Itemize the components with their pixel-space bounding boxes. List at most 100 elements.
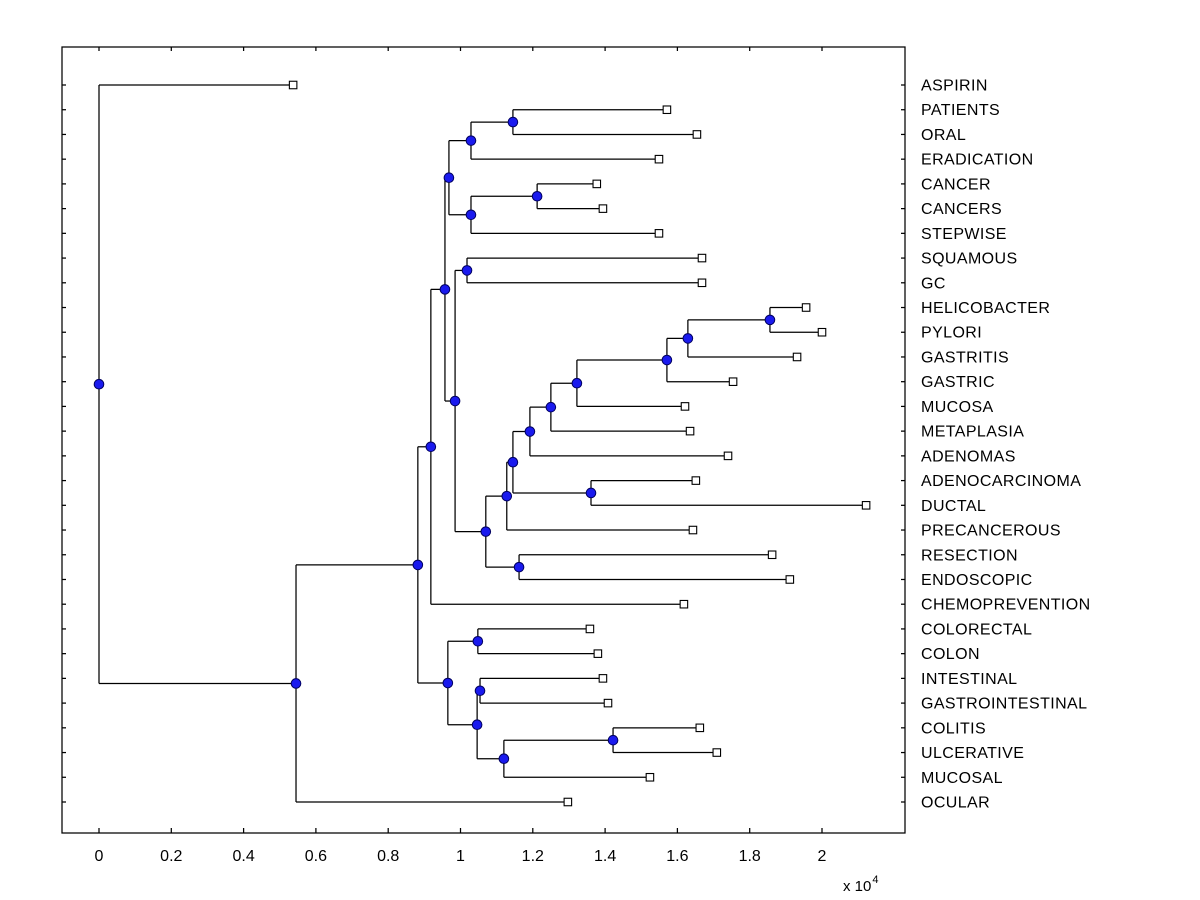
leaf-marker	[585, 624, 595, 634]
x-tick-label: 0.8	[377, 848, 399, 865]
branch-node-marker	[465, 209, 477, 221]
branch-node-marker	[607, 734, 619, 746]
x-tick-label: 1.4	[594, 848, 616, 865]
leaf-label: GASTRITIS	[921, 349, 1009, 366]
leaf-marker	[691, 476, 701, 485]
branch-node-marker	[764, 314, 776, 326]
leaf-label: COLORECTAL	[921, 621, 1032, 638]
branch-node-marker	[425, 441, 437, 453]
leaf-marker	[563, 797, 573, 807]
leaf-marker	[598, 674, 608, 683]
leaf-marker	[697, 278, 707, 288]
leaf-label: ORAL	[921, 127, 966, 144]
leaf-marker	[695, 723, 705, 733]
x-tick-label: 0	[95, 848, 104, 865]
leaf-label: PRECANCEROUS	[921, 523, 1061, 540]
leaf-marker	[792, 352, 802, 362]
leaf-label: CHEMOPREVENTION	[921, 597, 1091, 614]
x-tick-label: 0.2	[160, 848, 182, 865]
leaf-label: CANCER	[921, 176, 991, 193]
leaf-marker	[654, 229, 664, 238]
x-tick-label: 1.8	[739, 848, 761, 865]
leaf-marker	[645, 772, 655, 782]
leaf-marker	[603, 698, 613, 708]
leaf-label: ENDOSCOPIC	[921, 572, 1033, 589]
leaf-marker	[679, 599, 689, 609]
branch-node-marker	[449, 395, 461, 407]
leaf-marker	[593, 649, 603, 658]
leaf-marker	[712, 748, 722, 757]
branch-node-marker	[501, 490, 513, 502]
branch-node-marker	[465, 135, 477, 146]
branch-node-marker	[531, 190, 543, 202]
branch-node-marker	[471, 719, 483, 731]
branch-node-marker	[513, 561, 525, 573]
leaf-marker	[767, 550, 777, 560]
leaf-label: MUCOSA	[921, 399, 994, 416]
leaf-label: OCULAR	[921, 794, 990, 811]
leaf-label: COLITIS	[921, 720, 986, 737]
leaf-label: METAPLASIA	[921, 424, 1024, 441]
axis-multiplier-label: x 104	[843, 874, 878, 895]
leaf-label: RESECTION	[921, 547, 1018, 564]
leaf-marker	[288, 80, 298, 90]
leaf-marker	[654, 154, 664, 164]
leaf-marker	[688, 525, 698, 535]
leaf-label: MUCOSAL	[921, 770, 1003, 787]
leaf-label: ULCERATIVE	[921, 745, 1024, 762]
branch-node-marker	[585, 487, 597, 499]
branch-node-marker	[571, 377, 583, 389]
leaf-marker	[728, 377, 738, 386]
leaf-label: COLON	[921, 646, 980, 663]
leaf-label: GASTRIC	[921, 374, 995, 391]
x-tick-label: 0.4	[232, 848, 254, 865]
leaf-label: ASPIRIN	[921, 78, 988, 95]
branch-node-marker	[93, 378, 105, 390]
leaf-label: PATIENTS	[921, 102, 1000, 119]
branch-node-marker	[442, 677, 454, 689]
branch-node-marker	[507, 456, 519, 468]
leaf-label: HELICOBACTER	[921, 300, 1050, 317]
x-tick-label: 1.2	[522, 848, 544, 865]
leaf-marker	[598, 204, 608, 213]
leaf-marker	[723, 451, 733, 461]
branch-node-marker	[461, 265, 473, 276]
branch-node-marker	[439, 284, 451, 295]
leaf-label: STEPWISE	[921, 226, 1007, 243]
leaf-marker	[785, 575, 795, 584]
leaf-label: ADENOCARCINOMA	[921, 473, 1081, 490]
leaf-marker	[697, 253, 707, 263]
leaf-label: ERADICATION	[921, 152, 1034, 169]
branch-node-marker	[682, 333, 694, 344]
leaf-label: DUCTAL	[921, 498, 986, 515]
leaf-label: SQUAMOUS	[921, 251, 1018, 268]
branch-node-marker	[472, 635, 484, 647]
leaf-label: ADENOMAS	[921, 448, 1016, 465]
branch-node-marker	[507, 116, 519, 128]
leaf-marker	[592, 179, 602, 189]
x-tick-label: 1.6	[666, 848, 688, 865]
leaf-marker	[685, 426, 695, 436]
leaf-marker	[861, 501, 871, 510]
branch-node-marker	[443, 172, 455, 184]
plot-border	[61, 46, 906, 834]
leaf-label: GASTROINTESTINAL	[921, 696, 1087, 713]
branch-node-marker	[474, 685, 486, 697]
leaf-marker	[680, 402, 690, 411]
branch-node-marker	[480, 526, 492, 537]
leaf-label: PYLORI	[921, 325, 982, 342]
leaf-label: GC	[921, 275, 946, 292]
branch-node-marker	[498, 753, 510, 765]
leaf-marker	[817, 327, 827, 337]
leaf-marker	[801, 303, 811, 312]
branch-node-marker	[412, 559, 424, 571]
leaf-label: INTESTINAL	[921, 671, 1017, 688]
x-tick-label: 1	[456, 848, 465, 865]
x-tick-label: 0.6	[305, 848, 327, 865]
branch-node-marker	[661, 354, 673, 366]
x-tick-label: 2	[818, 848, 827, 865]
leaf-marker	[662, 105, 672, 115]
branch-node-marker	[524, 426, 536, 437]
